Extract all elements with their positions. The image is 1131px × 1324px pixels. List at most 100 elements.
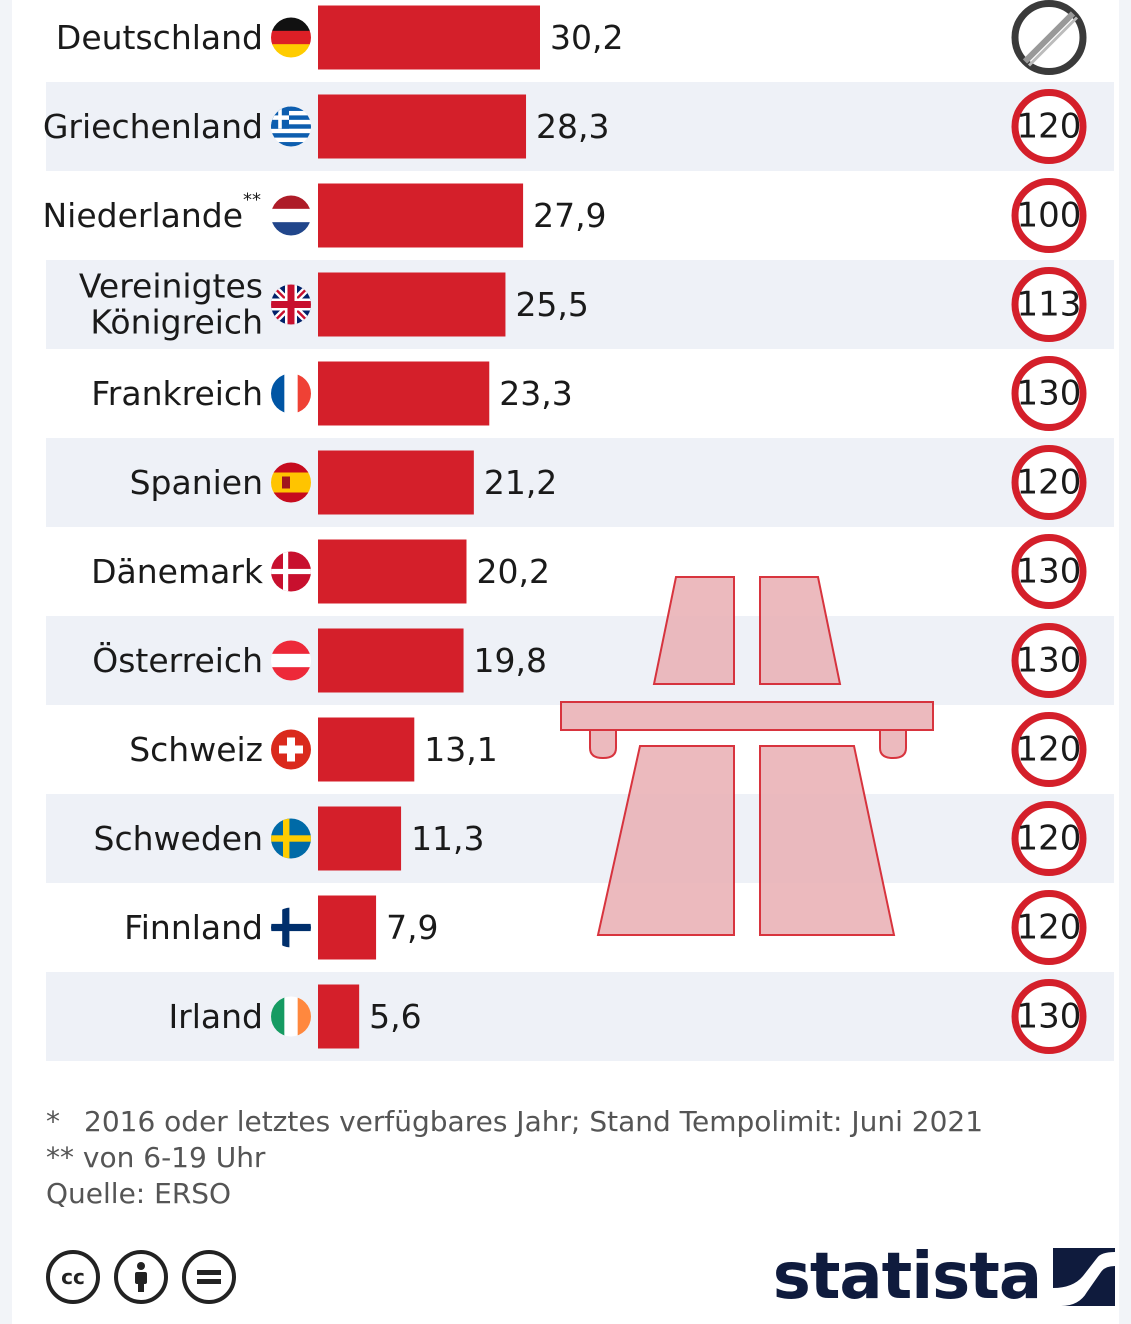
row-stripe <box>46 616 1114 705</box>
country-label: Frankreich <box>91 374 263 413</box>
flag-gb-icon <box>271 284 311 325</box>
flag-ch-icon <box>271 729 311 770</box>
speed-limit-sign-icon <box>1011 623 1087 698</box>
flag-nl-icon <box>271 195 311 236</box>
row-stripe <box>46 794 1114 883</box>
value-label: 21,2 <box>484 463 557 502</box>
source-note: Quelle: ERSO <box>46 1177 232 1210</box>
speed-limit-value: 120 <box>1017 908 1082 948</box>
value-label: 7,9 <box>386 908 438 947</box>
brand: statista <box>773 1240 1115 1314</box>
bar <box>318 806 402 871</box>
value-label: 13,1 <box>424 730 497 769</box>
motorway-lane-icon <box>759 745 896 936</box>
footnotes: * 2016 oder letztes verfügbares Jahr; St… <box>46 1104 983 1212</box>
value-label: 20,2 <box>476 552 549 591</box>
speed-limit-value: 120 <box>1017 819 1082 859</box>
country-label: Schweden <box>94 819 263 858</box>
country-label: Griechenland <box>43 107 263 146</box>
country-label-footnote-mark: ** <box>243 190 261 211</box>
bar <box>318 450 474 515</box>
value-label: 30,2 <box>550 18 623 57</box>
bar <box>318 717 415 782</box>
no-speed-limit-icon <box>1011 0 1087 75</box>
speed-limit-value: 130 <box>1017 641 1082 681</box>
speed-limit-sign-icon <box>1011 712 1087 787</box>
flag-at-icon <box>271 640 311 681</box>
row-stripe <box>46 438 1114 527</box>
motorway-bridge-icon <box>879 729 907 760</box>
country-label: Dänemark <box>91 552 264 591</box>
motorway-bridge-icon <box>589 729 617 760</box>
speed-limit-value: 120 <box>1017 463 1082 503</box>
speed-limit-value: 130 <box>1017 552 1082 592</box>
speed-limit-sign-icon <box>1011 89 1087 164</box>
flag-de-icon <box>271 17 311 58</box>
speed-limit-value: 100 <box>1017 196 1082 236</box>
motorway-bridge-icon <box>560 701 934 731</box>
motorway-lane-icon <box>652 576 735 685</box>
value-label: 5,6 <box>369 997 421 1036</box>
speed-limit-value: 120 <box>1017 107 1082 147</box>
right-margin <box>1119 0 1131 1324</box>
row-stripe <box>46 260 1114 349</box>
flag-fr-icon <box>271 373 311 414</box>
license-icons: cc <box>46 1250 236 1304</box>
value-label: 25,5 <box>515 285 588 324</box>
brand-name: statista <box>772 1240 1042 1314</box>
country-label: Schweiz <box>129 730 263 769</box>
flag-se-icon <box>271 818 311 859</box>
left-margin <box>0 0 12 1324</box>
row-stripe <box>46 82 1114 171</box>
country-label: Österreich <box>92 640 263 680</box>
bar <box>318 539 467 604</box>
speed-limit-sign-icon <box>1011 267 1087 342</box>
speed-limit-sign-icon <box>1011 534 1087 609</box>
statista-logo-icon <box>1053 1248 1115 1306</box>
motorway-icon <box>560 576 934 936</box>
value-label: 11,3 <box>411 819 484 858</box>
motorway-lane-icon <box>596 745 735 936</box>
bar <box>318 895 377 960</box>
speed-limit-sign-icon <box>1011 445 1087 520</box>
bar-chart: Deutschland 30,2 Griechenland 28,3 120 Nieder… <box>42 0 1114 1061</box>
bar <box>318 5 540 70</box>
speed-limit-sign-icon <box>1011 890 1087 965</box>
country-label: Irland <box>168 997 263 1036</box>
speed-limit-value: 130 <box>1017 997 1082 1037</box>
speed-limit-sign-icon <box>1011 178 1087 253</box>
footnote-star: * 2016 oder letztes verfügbares Jahr; St… <box>46 1105 984 1138</box>
bar <box>318 984 360 1049</box>
flag-ie-icon <box>271 996 311 1037</box>
speed-limit-sign-icon <box>1011 801 1087 876</box>
country-label: Finnland <box>124 908 263 947</box>
bar <box>318 94 527 159</box>
speed-limit-value: 120 <box>1017 730 1082 770</box>
bar <box>318 272 506 337</box>
nd-icon <box>182 1250 236 1304</box>
country-label: Deutschland <box>56 18 263 57</box>
value-label: 28,3 <box>536 107 609 146</box>
speed-limit-value: 113 <box>1017 285 1082 325</box>
bar <box>318 361 490 426</box>
value-label: 19,8 <box>474 641 547 680</box>
flag-fi-icon <box>271 907 311 948</box>
flag-es-icon <box>271 462 311 503</box>
flag-dk-icon <box>271 551 311 592</box>
by-icon <box>114 1250 168 1304</box>
motorway-lane-icon <box>759 576 842 685</box>
flag-gr-icon <box>271 106 311 147</box>
country-label: Spanien <box>130 463 263 502</box>
country-label: Niederlande <box>42 196 243 235</box>
speed-limit-sign-icon <box>1011 979 1087 1054</box>
footnote-double-star: ** von 6-19 Uhr <box>46 1141 266 1174</box>
bar <box>318 183 524 248</box>
row-stripe <box>46 972 1114 1061</box>
speed-limit-value: 130 <box>1017 374 1082 414</box>
bar <box>318 628 464 693</box>
value-label: 27,9 <box>533 196 606 235</box>
cc-icon: cc <box>46 1250 100 1304</box>
speed-limit-sign-icon <box>1011 356 1087 431</box>
country-label: Vereinigtes Königreich <box>79 267 263 342</box>
